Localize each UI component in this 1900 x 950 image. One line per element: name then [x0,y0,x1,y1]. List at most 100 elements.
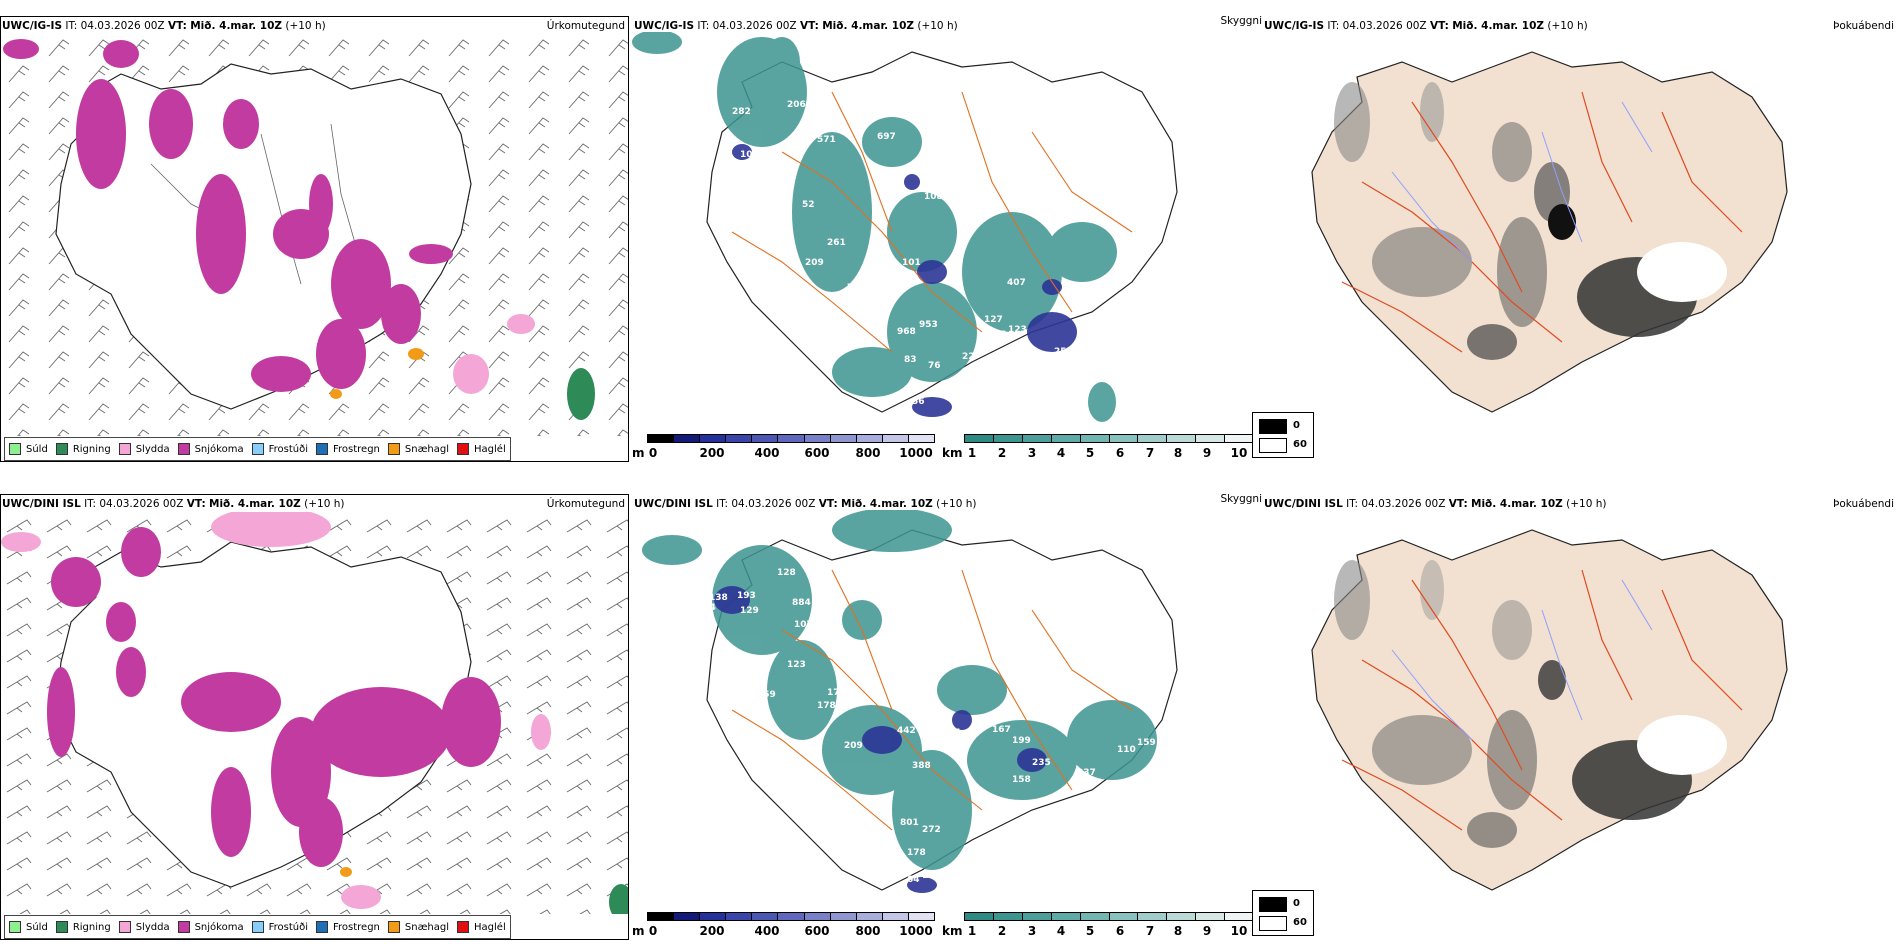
fog-shading [1334,560,1727,848]
fog-legend-swatch-black [1259,419,1287,434]
visibility-map: 128 138 193 129 124 884 107 123 159 178 … [642,510,1178,893]
cloudbase-label: 178 [827,688,846,698]
colorbar-tick: 1000 [899,446,933,460]
mixed-areas [330,314,595,420]
cloudbase-labels: 282 206 919 571 697 101 52 108 261 209 1… [732,100,1073,407]
cloudbase-unit: m [632,446,645,460]
lead-time: (+10 h) [1566,498,1607,510]
legend-item: Slydda [118,921,170,933]
cloudbase-label: 261 [827,238,846,248]
cloudbase-label: 22 [962,352,975,362]
cloudbase-label: 158 [1012,775,1031,785]
fog-legend: 0 60 [1252,412,1314,458]
cloudbase-label: 571 [817,135,836,145]
cloudbase-label: 132 [988,330,1007,340]
colorbar-tick: 400 [754,924,780,938]
fog-legend-swatch-white [1259,916,1287,931]
colorbar-tick: 3 [1027,446,1037,460]
fog-legend: 0 60 [1252,890,1314,936]
model-name: UWC/DINI ISL [634,498,713,510]
valid-time: Mið. 4.mar. 10Z [190,20,283,32]
legend-item: Slydda [118,443,170,455]
legend-item: Snæhagl [387,443,449,455]
legend-swatch [457,921,470,933]
colorbar-tick: 0 [648,924,658,938]
legend-swatch [251,921,264,933]
lead-time: (+10 h) [1547,20,1588,32]
legend-item: Frostregn [316,921,380,933]
legend-item: Snjókoma [177,921,244,933]
fog-legend-value: 60 [1293,439,1307,450]
legend-swatch [457,443,470,455]
legend-swatch [118,443,131,455]
cloudbase-label: 39 [982,362,995,372]
panel-product-label: Úrkomutegund [546,20,625,32]
cloudbase-label: 235 [1032,758,1051,768]
cloudbase-label: 123 [787,660,806,670]
colorbar-tick: 200 [699,924,725,938]
fog-map [1311,529,1788,891]
cloudbase-label: 83 [904,355,917,365]
cloudbase-label: 697 [877,132,896,142]
cloudbase-label: 178 [817,701,836,711]
cloudbase-label: 237 [1077,768,1096,778]
colorbar-tick: 800 [855,924,881,938]
cloudbase-label: 124 [697,603,716,613]
legend-item: Súld [9,443,48,455]
precip-type-legend: Súld Rigning Slydda Snjókoma Frostúði Fr… [4,437,511,461]
legend-swatch [55,443,68,455]
visibility-map: 282 206 919 571 697 101 52 108 261 209 1… [632,32,1178,422]
fog-map [1311,51,1788,413]
model-name: UWC/IG-IS [1264,20,1325,32]
cloudbase-label: 97 [857,825,870,835]
valid-time: Mið. 4.mar. 10Z [209,498,301,510]
legend-item: Frostregn [316,443,380,455]
colorbar-tick: 0 [648,446,658,460]
cloudbase-label: 129 [740,606,759,616]
legend-item: Haglél [457,443,506,455]
valid-time: Mið. 4.mar. 10Z [1471,498,1563,510]
legend-item: Súld [9,921,48,933]
cloudbase-label: 442 [897,726,916,736]
cloudbase-label: 968 [897,327,916,337]
colorbar-tick: 9 [1202,446,1212,460]
cloud-visibility-panel: UWC/IG-IS IT: 04.03.2026 00Z VT: Mið. 4.… [632,12,1262,472]
colorbar-tick: 7 [1145,924,1155,938]
colorbar-tick: 600 [804,446,830,460]
panel-product-label: Skyggni [1220,15,1263,27]
legend-swatch [316,921,328,933]
precip-type-panel: UWC/IG-IS IT: 04.03.2026 00Z VT: Mið. 4.… [0,12,630,472]
cloudbase-label: 919 [807,120,826,130]
cloudbase-label: 206 [787,100,806,110]
colorbar-tick: 8 [1173,446,1183,460]
visibility-unit: km [942,446,963,460]
cloudbase-label: 15 [900,271,913,281]
cloudbase-label: 101 [740,150,759,160]
lead-time: (+10 h) [936,498,977,510]
valid-time: Mið. 4.mar. 10Z [841,498,933,510]
cloudbase-label: 953 [919,320,938,330]
cloudbase-label: 272 [922,825,941,835]
colorbar-tick: 4 [1056,446,1066,460]
visibility-colorbar: km 1 2 3 4 5 6 7 8 9 10 [942,434,1257,469]
legend-swatch [251,443,264,455]
cloudbase-label: 127 [984,315,1003,325]
colorbar-tick: 1 [967,446,977,460]
colorbar-tick: 1000 [899,924,933,938]
cloudbase-label: 123 [922,871,941,881]
cloudbase-unit: m [632,924,645,938]
panel-product-label: Skyggni [1220,493,1263,505]
model-name: UWC/IG-IS [634,20,695,32]
panel-title: UWC/DINI ISL IT: 04.03.2026 00Z VT: Mið.… [1264,498,1607,510]
cloudbase-label: 110 [1117,745,1136,755]
colorbar-tick: 10 [1230,446,1248,460]
colorbar-tick: 5 [1085,446,1095,460]
snow-areas [3,39,453,392]
cloudbase-label: 98 [782,826,795,836]
init-time: 04.03.2026 00Z [731,498,816,510]
colorbar-tick: 200 [699,446,725,460]
legend-item: Haglél [457,921,506,933]
cloudbase-label: 251 [1054,347,1073,357]
model-name: UWC/IG-IS [2,20,63,32]
colorbar-tick: 9 [1202,924,1212,938]
